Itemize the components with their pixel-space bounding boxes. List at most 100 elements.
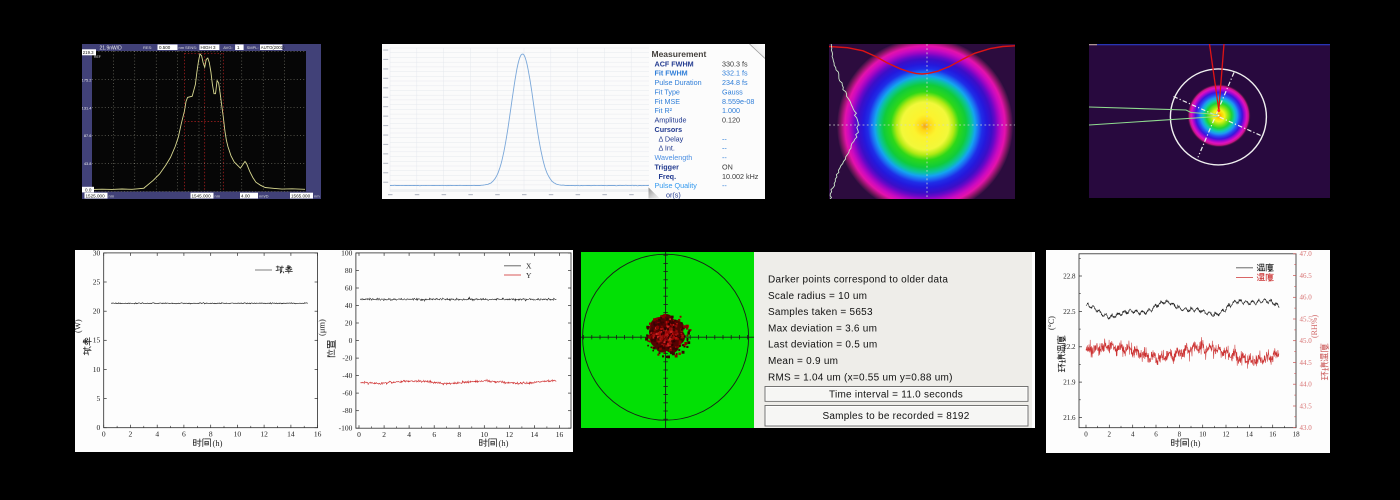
svg-text:1525.000: 1525.000 <box>86 194 106 199</box>
svg-text:nm: nm <box>179 45 185 50</box>
svg-text:20: 20 <box>93 306 101 315</box>
svg-text:or(s): or(s) <box>666 191 681 200</box>
svg-text:4: 4 <box>407 430 411 439</box>
svg-text:131.4: 131.4 <box>82 105 92 110</box>
svg-text:Darker points correspond to ol: Darker points correspond to older data <box>768 275 948 286</box>
svg-text:4.00: 4.00 <box>241 194 250 199</box>
svg-text:43.8: 43.8 <box>84 161 92 166</box>
svg-text:16: 16 <box>556 430 564 439</box>
svg-text:nm: nm <box>109 194 115 199</box>
svg-text:-20: -20 <box>342 353 352 362</box>
svg-text:1565.000: 1565.000 <box>291 194 311 199</box>
svg-text:Pulse Duration: Pulse Duration <box>655 78 702 87</box>
svg-text:80: 80 <box>345 265 353 274</box>
svg-text:1.000: 1.000 <box>722 106 740 115</box>
svg-text:-40: -40 <box>342 371 352 380</box>
svg-text:175.2: 175.2 <box>82 77 91 82</box>
svg-text:--: -- <box>722 181 727 190</box>
svg-text:0: 0 <box>1084 431 1088 439</box>
svg-text:47.0: 47.0 <box>1300 250 1313 258</box>
svg-text:Scale radius = 10 um: Scale radius = 10 um <box>768 291 867 302</box>
svg-text:12: 12 <box>1223 431 1231 439</box>
svg-text:5: 5 <box>96 394 100 403</box>
svg-text:Fit MSE: Fit MSE <box>655 97 681 106</box>
svg-text:Gauss: Gauss <box>722 88 743 97</box>
svg-text:--: -- <box>722 153 727 162</box>
svg-text:ACF FWHM: ACF FWHM <box>655 59 694 68</box>
svg-text:8.559e-08: 8.559e-08 <box>722 97 754 106</box>
svg-text:0.500: 0.500 <box>159 45 171 50</box>
svg-text:87.6: 87.6 <box>84 133 92 138</box>
svg-text:nm: nm <box>314 194 320 199</box>
svg-text:ON: ON <box>722 162 733 171</box>
svg-text:--: -- <box>722 144 727 153</box>
svg-text:219.3: 219.3 <box>83 50 94 55</box>
svg-text:12: 12 <box>260 429 268 438</box>
svg-text:(μm): (μm) <box>317 319 327 336</box>
svg-text:Amplitude: Amplitude <box>655 116 687 125</box>
svg-text:Samples taken = 5653: Samples taken = 5653 <box>768 307 873 318</box>
svg-text:(W): (W) <box>75 319 83 333</box>
svg-text:22.2: 22.2 <box>1063 343 1076 351</box>
svg-text:2: 2 <box>129 429 133 438</box>
svg-text:(RH%): (RH%) <box>1310 315 1319 338</box>
svg-text:18: 18 <box>1293 431 1301 439</box>
svg-text:16: 16 <box>1269 431 1277 439</box>
svg-text:SMPL:: SMPL: <box>247 45 259 50</box>
svg-text:(h): (h) <box>213 438 223 448</box>
svg-text:330.3 fs: 330.3 fs <box>722 59 748 68</box>
svg-text:16: 16 <box>314 429 322 438</box>
svg-text:(°C): (°C) <box>1047 316 1056 330</box>
svg-text:2: 2 <box>1108 431 1112 439</box>
svg-text:14: 14 <box>287 429 295 438</box>
svg-text:nm/D: nm/D <box>259 194 269 199</box>
svg-text:SENS:: SENS: <box>185 45 197 50</box>
svg-text:-80: -80 <box>342 406 352 415</box>
svg-text:10: 10 <box>481 430 489 439</box>
svg-text:Time interval = 11.0 seconds: Time interval = 11.0 seconds <box>829 389 963 400</box>
svg-text:8: 8 <box>1178 431 1182 439</box>
svg-text:Last deviation = 0.5 um: Last deviation = 0.5 um <box>768 340 877 351</box>
svg-text:43.0: 43.0 <box>1300 424 1313 432</box>
svg-text:4: 4 <box>155 429 159 438</box>
svg-text:Max deviation = 3.6 um: Max deviation = 3.6 um <box>768 323 877 334</box>
svg-text:Samples to be recorded = 8192: Samples to be recorded = 8192 <box>822 411 969 422</box>
svg-text:332.1 fs: 332.1 fs <box>722 69 748 78</box>
svg-text:22.5: 22.5 <box>1063 308 1076 316</box>
svg-text:22.8: 22.8 <box>1063 272 1076 280</box>
svg-text:1: 1 <box>237 45 240 50</box>
svg-text:0: 0 <box>102 429 106 438</box>
svg-text:(h): (h) <box>499 438 509 448</box>
svg-text:6: 6 <box>1154 431 1158 439</box>
svg-text:10: 10 <box>1199 431 1207 439</box>
svg-text:10.002 kHz: 10.002 kHz <box>722 172 759 181</box>
svg-text:Δ Delay: Δ Delay <box>659 134 684 143</box>
svg-text:0: 0 <box>357 430 361 439</box>
svg-text:21.6: 21.6 <box>1063 414 1076 422</box>
svg-text:Measurement: Measurement <box>652 49 707 59</box>
svg-text:46.5: 46.5 <box>1300 272 1313 280</box>
svg-text:(h): (h) <box>1191 438 1201 448</box>
svg-text:14: 14 <box>1246 431 1254 439</box>
svg-text:30: 30 <box>93 250 101 257</box>
svg-text:X: X <box>526 261 532 270</box>
svg-text:2: 2 <box>382 430 386 439</box>
svg-text:AVG:: AVG: <box>223 45 232 50</box>
svg-text:6: 6 <box>432 430 436 439</box>
svg-text:REF: REF <box>94 55 101 59</box>
svg-text:43.5: 43.5 <box>1300 402 1313 410</box>
svg-text:-60: -60 <box>342 388 352 397</box>
svg-text:21.9: 21.9 <box>1063 379 1076 387</box>
svg-text:Cursors: Cursors <box>655 125 683 134</box>
svg-text:0: 0 <box>96 423 100 432</box>
svg-text:21.9nW/D: 21.9nW/D <box>100 45 123 51</box>
svg-text:0: 0 <box>349 336 353 345</box>
svg-text:Mean = 0.9 um: Mean = 0.9 um <box>768 356 838 367</box>
svg-text:nm: nm <box>215 194 221 199</box>
svg-text:10: 10 <box>234 429 242 438</box>
svg-text:--: -- <box>722 134 727 143</box>
svg-text:8: 8 <box>209 429 213 438</box>
svg-text:100: 100 <box>341 250 353 257</box>
svg-text:15: 15 <box>93 335 101 344</box>
svg-text:Fit Type: Fit Type <box>655 88 680 97</box>
